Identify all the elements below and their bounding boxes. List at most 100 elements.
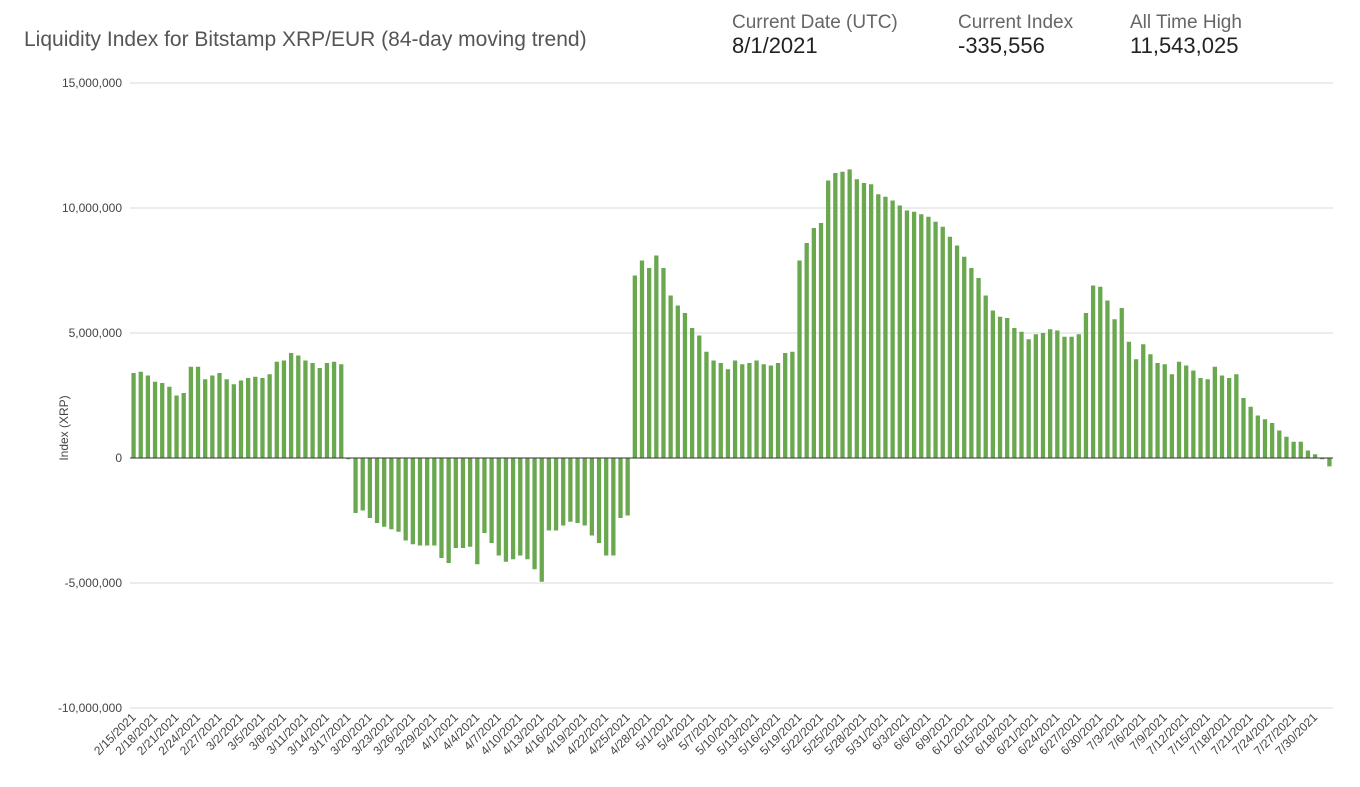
bar [904, 210, 910, 458]
bar [417, 458, 423, 546]
bar [253, 376, 258, 458]
bar [611, 458, 616, 556]
bar [246, 378, 251, 458]
bar [496, 458, 501, 556]
bar [367, 458, 373, 518]
bar [1234, 374, 1239, 458]
bar [188, 366, 194, 458]
bar [954, 245, 960, 458]
bar [783, 353, 788, 458]
bar [947, 236, 953, 458]
bar [718, 363, 723, 458]
bar [790, 351, 795, 458]
bar [1248, 406, 1253, 458]
bar [1219, 375, 1225, 458]
bar [231, 384, 236, 458]
bar [1083, 313, 1089, 458]
bar [1205, 379, 1210, 458]
bar [210, 375, 215, 458]
bar [553, 458, 559, 531]
bar [1155, 363, 1160, 458]
bar [403, 458, 408, 541]
bar [911, 211, 917, 458]
stat-label: Current Date (UTC) [732, 12, 898, 33]
bar [1112, 319, 1117, 458]
bar [933, 221, 938, 458]
bar [682, 313, 688, 458]
bar [926, 216, 931, 458]
bar [804, 243, 809, 458]
bar [1262, 419, 1268, 458]
bar [1298, 441, 1303, 458]
bar [296, 355, 301, 458]
bar [288, 353, 294, 458]
bar [1277, 430, 1282, 458]
bar [1227, 378, 1232, 458]
bar [833, 173, 838, 458]
bar [1040, 333, 1046, 458]
bar [467, 458, 473, 547]
bar [446, 458, 451, 563]
bar [775, 363, 781, 458]
bar [475, 458, 480, 565]
bar [382, 458, 387, 527]
bar [1241, 398, 1246, 458]
y-tick-label: 15,000,000 [62, 76, 122, 90]
bar [131, 373, 136, 458]
bar [339, 364, 344, 458]
bar [711, 360, 716, 458]
bar [1184, 365, 1189, 458]
bar [1198, 378, 1203, 458]
bar [604, 458, 609, 556]
bar [453, 458, 458, 548]
bar [503, 458, 509, 562]
bar [1305, 450, 1311, 458]
bar [160, 383, 165, 458]
bar [1141, 344, 1146, 458]
bar [890, 200, 895, 458]
bar [1055, 330, 1060, 458]
bar [725, 369, 731, 458]
bar [861, 183, 867, 458]
bar [876, 194, 881, 458]
bar [1162, 364, 1167, 458]
bar [625, 458, 630, 516]
bar [1291, 441, 1296, 458]
bar [1148, 354, 1153, 458]
bar [969, 268, 974, 458]
bar [181, 393, 186, 458]
bar [360, 458, 365, 511]
bar [138, 371, 143, 458]
bar [632, 275, 637, 458]
bar [1126, 341, 1132, 458]
bar [697, 335, 702, 458]
bar [654, 255, 659, 458]
bar [1098, 286, 1103, 458]
bar [997, 316, 1003, 458]
bar [983, 295, 988, 458]
bar [826, 180, 831, 458]
y-tick-label: -5,000,000 [65, 576, 123, 590]
bar [868, 184, 874, 458]
bar [1090, 285, 1096, 458]
bar [883, 196, 888, 458]
bar [768, 365, 774, 458]
bar [303, 360, 308, 458]
bar [346, 458, 351, 460]
bar [661, 268, 666, 458]
bar [489, 458, 494, 543]
bar [854, 179, 859, 458]
bar [310, 363, 315, 458]
y-tick-label: 5,000,000 [69, 326, 123, 340]
bar [145, 375, 151, 458]
bar [1312, 454, 1318, 458]
bar [840, 171, 845, 458]
bar [575, 458, 580, 523]
bar [331, 361, 337, 458]
bar [689, 328, 695, 458]
chart-title: Liquidity Index for Bitstamp XRP/EUR (84… [24, 28, 587, 51]
bar [761, 364, 766, 458]
bar [1076, 334, 1081, 458]
bar [532, 458, 537, 570]
bar [1133, 359, 1139, 458]
